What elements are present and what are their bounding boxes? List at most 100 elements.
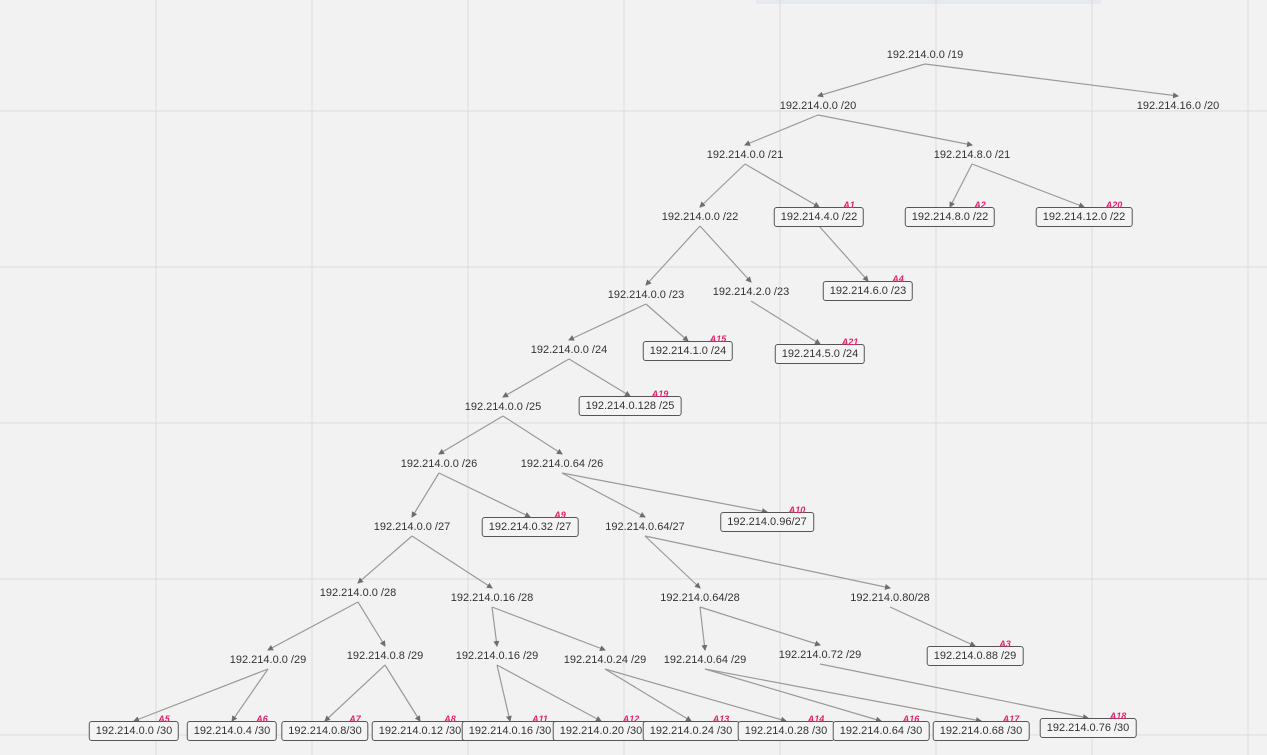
subnet-node[interactable]: 192.214.0.0 /22 (661, 211, 739, 223)
edge-n29b-n30d (384, 664, 421, 722)
edge-n29d-n30g (604, 668, 692, 722)
subnet-node[interactable]: 192.214.0.0 /19 (886, 49, 964, 61)
edges-layer (133, 63, 1179, 724)
allocation-tag: A16 (902, 714, 920, 724)
allocation-tag: A8 (444, 714, 456, 724)
edge-n29e-n30j (704, 668, 982, 724)
allocation-tag: A2 (974, 200, 986, 210)
allocated-subnet-node[interactable]: 192.214.6.0 /23 (822, 281, 914, 301)
edge-n28c-n29e (699, 606, 708, 651)
allocated-subnet-node[interactable]: 192.214.0.32 /27 (481, 517, 579, 537)
edge-n29b-n30c (324, 664, 386, 722)
edge-n28a-n29b (357, 601, 386, 647)
allocation-tag: A6 (256, 714, 268, 724)
edge-n23a-n24b (645, 303, 689, 342)
edge-n23b-n24c (750, 300, 821, 345)
allocated-subnet-node[interactable]: 192.214.0.12 /30 (371, 721, 469, 741)
subnet-node[interactable]: 192.214.0.16 /29 (455, 650, 539, 662)
edge-n22a-n23b (699, 225, 752, 283)
edge-n24a-n25a (502, 358, 570, 398)
edge-n29a-n30b (231, 668, 269, 722)
subnet-node[interactable]: 192.214.0.0 /20 (779, 100, 857, 112)
allocated-subnet-node[interactable]: 192.214.0.88 /29 (926, 646, 1024, 666)
allocated-subnet-node[interactable]: 192.214.0.16 /30 (461, 721, 559, 741)
edge-n20a-n21b (817, 114, 973, 147)
allocation-tag: A1 (843, 200, 855, 210)
allocated-subnet-node[interactable]: 192.214.0.20 /30 (552, 721, 650, 741)
allocated-subnet-node[interactable]: 192.214.0.4 /30 (186, 721, 278, 741)
allocation-tag: A5 (158, 714, 170, 724)
allocation-tag: A7 (349, 714, 361, 724)
allocated-subnet-node[interactable]: 192.214.0.68 /30 (932, 721, 1030, 741)
edge-n21a-n22a (699, 163, 746, 208)
allocated-subnet-node[interactable]: 192.214.4.0 /22 (773, 207, 865, 227)
allocation-tag: A3 (999, 639, 1011, 649)
subnet-node[interactable]: 192.214.0.64 /29 (663, 654, 747, 666)
allocation-tag: A4 (892, 274, 904, 284)
edge-n25a-n26b (502, 415, 563, 455)
edge-n25a-n26a (438, 415, 504, 455)
subnet-node[interactable]: 192.214.0.72 /29 (778, 649, 862, 661)
allocated-subnet-node[interactable]: 192.214.5.0 /24 (774, 344, 866, 364)
subnet-node[interactable]: 192.214.0.0 /26 (400, 458, 478, 470)
allocated-subnet-node[interactable]: 192.214.0.28 /30 (737, 721, 835, 741)
allocated-subnet-node[interactable]: 192.214.0.128 /25 (578, 396, 682, 416)
edge-n26b-n27c (561, 472, 646, 518)
allocation-tag: A20 (1105, 200, 1123, 210)
subnet-node[interactable]: 192.214.0.24 /29 (563, 654, 647, 666)
subnet-node[interactable]: 192.214.0.0 /29 (229, 654, 307, 666)
edge-n27a-n28a (357, 535, 413, 584)
edge-n19-n20b (924, 63, 1179, 99)
edge-n27c-n28d (644, 535, 891, 590)
edge-n27c-n28c (644, 535, 701, 589)
edge-n22b-n23c (818, 225, 869, 282)
allocated-subnet-node[interactable]: 192.214.0.64 /30 (832, 721, 930, 741)
allocation-tag: A19 (651, 389, 669, 399)
allocated-subnet-node[interactable]: 192.214.8.0 /22 (904, 207, 996, 227)
edge-n21a-n22b (744, 163, 820, 208)
subnet-node[interactable]: 192.214.0.0 /28 (319, 587, 397, 599)
edge-n21b-n22d (971, 163, 1085, 209)
edge-n29c-n30e (496, 664, 512, 722)
subnet-node[interactable]: 192.214.0.0 /21 (706, 149, 784, 161)
edge-n29a-n30a (133, 668, 269, 722)
edge-n27a-n28b (411, 535, 493, 589)
allocated-subnet-node[interactable]: 192.214.1.0 /24 (642, 341, 734, 361)
allocated-subnet-node[interactable]: 192.214.0.0 /30 (88, 721, 180, 741)
edge-n26b-n27d (561, 472, 768, 515)
edge-n29e-n30i (704, 668, 882, 723)
edge-n24a-n25b (568, 358, 631, 397)
allocation-tag: A17 (1002, 714, 1020, 724)
subnet-node[interactable]: 192.214.0.64 /26 (520, 458, 604, 470)
edge-n26a-n27b (438, 472, 531, 518)
subnet-node[interactable]: 192.214.0.0 /25 (464, 401, 542, 413)
allocation-tag: A11 (532, 714, 548, 724)
allocated-subnet-node[interactable]: 192.214.0.96/27 (720, 512, 814, 532)
subnet-node[interactable]: 192.214.0.0 /27 (373, 521, 451, 533)
edge-n28d-n29g (889, 606, 976, 647)
subnet-node[interactable]: 192.214.0.80/28 (850, 592, 930, 604)
subnet-node[interactable]: 192.214.8.0 /21 (933, 149, 1011, 161)
edge-n19-n20a (817, 63, 926, 98)
subnet-node[interactable]: 192.214.0.16 /28 (450, 592, 534, 604)
edge-n29d-n30h (604, 668, 787, 723)
subnet-node[interactable]: 192.214.0.8 /29 (346, 650, 424, 662)
subnet-node[interactable]: 192.214.0.64/28 (660, 592, 740, 604)
subnet-node[interactable]: 192.214.0.64/27 (605, 521, 685, 533)
edge-n28b-n29c (491, 606, 500, 647)
allocation-tag: A13 (712, 714, 730, 724)
subnet-node[interactable]: 192.214.16.0 /20 (1136, 100, 1220, 112)
allocation-tag: A9 (554, 510, 566, 520)
edge-n20a-n21a (744, 114, 819, 146)
allocated-subnet-node[interactable]: 192.214.0.8/30 (281, 721, 369, 741)
subnet-node[interactable]: 192.214.2.0 /23 (712, 286, 790, 298)
allocated-subnet-node[interactable]: 192.214.12.0 /22 (1035, 207, 1133, 227)
subnet-node[interactable]: 192.214.0.0 /23 (607, 289, 685, 301)
allocated-subnet-node[interactable]: 192.214.0.24 /30 (642, 721, 740, 741)
top-toolbar-strip (756, 0, 1101, 4)
subnet-node[interactable]: 192.214.0.0 /24 (530, 344, 608, 356)
allocation-tag: A10 (788, 505, 806, 515)
allocation-tag: A18 (1109, 711, 1127, 721)
allocated-subnet-node[interactable]: 192.214.0.76 /30 (1039, 718, 1137, 738)
